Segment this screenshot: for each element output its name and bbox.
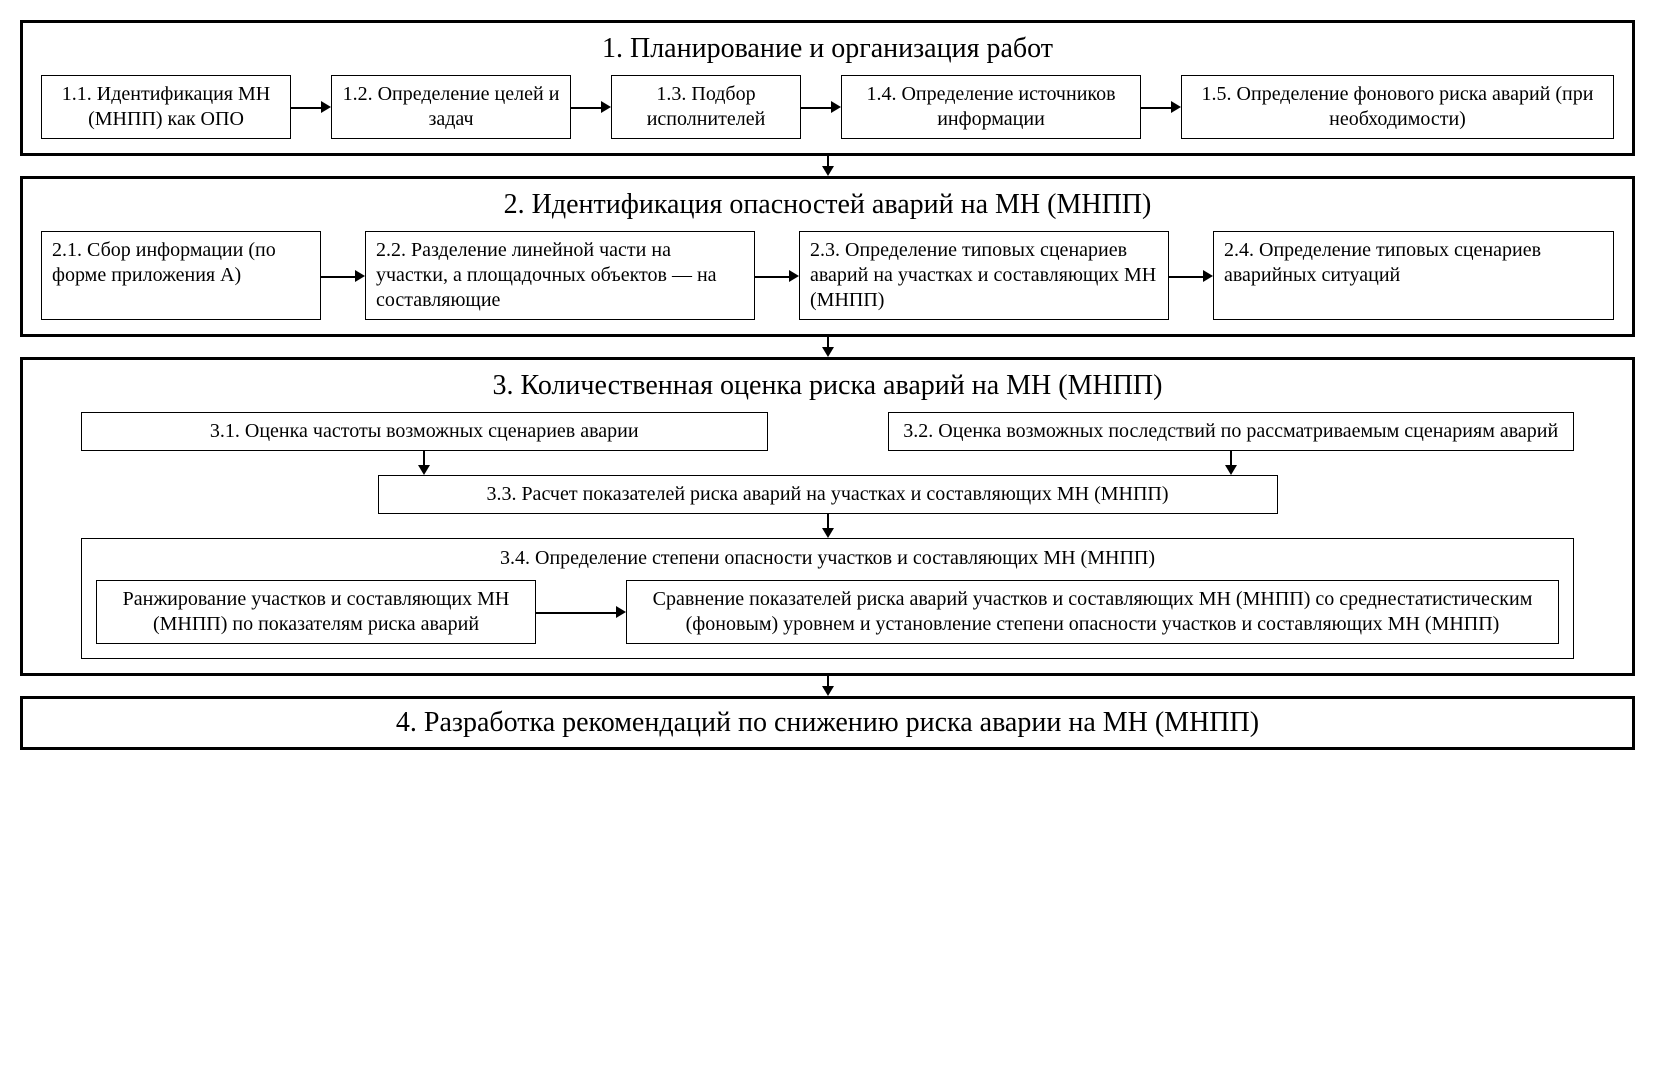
box-3-4-left: Ранжирование участков и составляющих МН …: [96, 580, 536, 644]
box-1-4: 1.4. Определение источников информации: [841, 75, 1141, 139]
arrow-icon: [571, 75, 611, 139]
box-3-4-right: Сравнение показателей риска аварий участ…: [626, 580, 1559, 644]
down-arrow-2: [20, 337, 1635, 357]
arrow-icon: [321, 231, 365, 320]
stage-2-row: 2.1. Сбор информации (по форме приложе­н…: [41, 231, 1614, 320]
arrow-icon: [291, 75, 331, 139]
stage-3-arrows-mid: [41, 451, 1614, 475]
stage-3-title: 3. Количественная оценка риска аварий на…: [41, 370, 1614, 402]
box-1-1: 1.1. Идентификация МН (МНПП) как ОПО: [41, 75, 291, 139]
stage-2-title: 2. Идентификация опасностей аварий на МН…: [41, 189, 1614, 221]
down-arrow-3-3: [41, 514, 1614, 538]
stage-1-row: 1.1. Идентификация МН (МНПП) как ОПО 1.2…: [41, 75, 1614, 139]
box-2-1: 2.1. Сбор информации (по форме приложе­н…: [41, 231, 321, 320]
arrow-icon: [801, 75, 841, 139]
box-3-3: 3.3. Расчет показателей риска аварий на …: [378, 475, 1278, 514]
box-3-4-row: Ранжирование участков и составляющих МН …: [96, 580, 1559, 644]
down-arrow-icon: [423, 451, 425, 475]
stage-3: 3. Количественная оценка риска аварий на…: [20, 357, 1635, 676]
stage-1: 1. Планирование и организация работ 1.1.…: [20, 20, 1635, 156]
box-1-3: 1.3. Подбор исполнителей: [611, 75, 801, 139]
box-2-2: 2.2. Разделение линейной части на участк…: [365, 231, 755, 320]
arrow-icon: [755, 231, 799, 320]
box-1-2: 1.2. Определение целей и задач: [331, 75, 571, 139]
stage-2: 2. Идентификация опасностей аварий на МН…: [20, 176, 1635, 337]
stage-4-title: 4. Разработка рекомендаций по снижению р…: [41, 707, 1614, 739]
down-arrow-icon: [1230, 451, 1232, 475]
stage-3-row-33: 3.3. Расчет показателей риска аварий на …: [41, 475, 1614, 514]
box-3-4: 3.4. Определение степени опасности участ…: [81, 538, 1574, 659]
box-2-4: 2.4. Определение типо­вых сценариев авар…: [1213, 231, 1614, 320]
box-2-3: 2.3. Определение типовых сценариев авари…: [799, 231, 1169, 320]
stage-3-row-top: 3.1. Оценка частоты возможных сценариев …: [41, 412, 1614, 451]
arrow-icon: [1141, 75, 1181, 139]
down-arrow-3: [20, 676, 1635, 696]
box-3-2: 3.2. Оценка возможных последствий по рас…: [888, 412, 1575, 451]
arrow-icon: [536, 580, 626, 644]
box-3-1: 3.1. Оценка частоты возможных сценариев …: [81, 412, 768, 451]
box-3-4-title: 3.4. Определение степени опасности участ…: [96, 547, 1559, 570]
down-arrow-1: [20, 156, 1635, 176]
stage-4: 4. Разработка рекомендаций по снижению р…: [20, 696, 1635, 750]
stage-1-title: 1. Планирование и организация работ: [41, 33, 1614, 65]
arrow-icon: [1169, 231, 1213, 320]
box-1-5: 1.5. Определение фонового риска аварий (…: [1181, 75, 1614, 139]
